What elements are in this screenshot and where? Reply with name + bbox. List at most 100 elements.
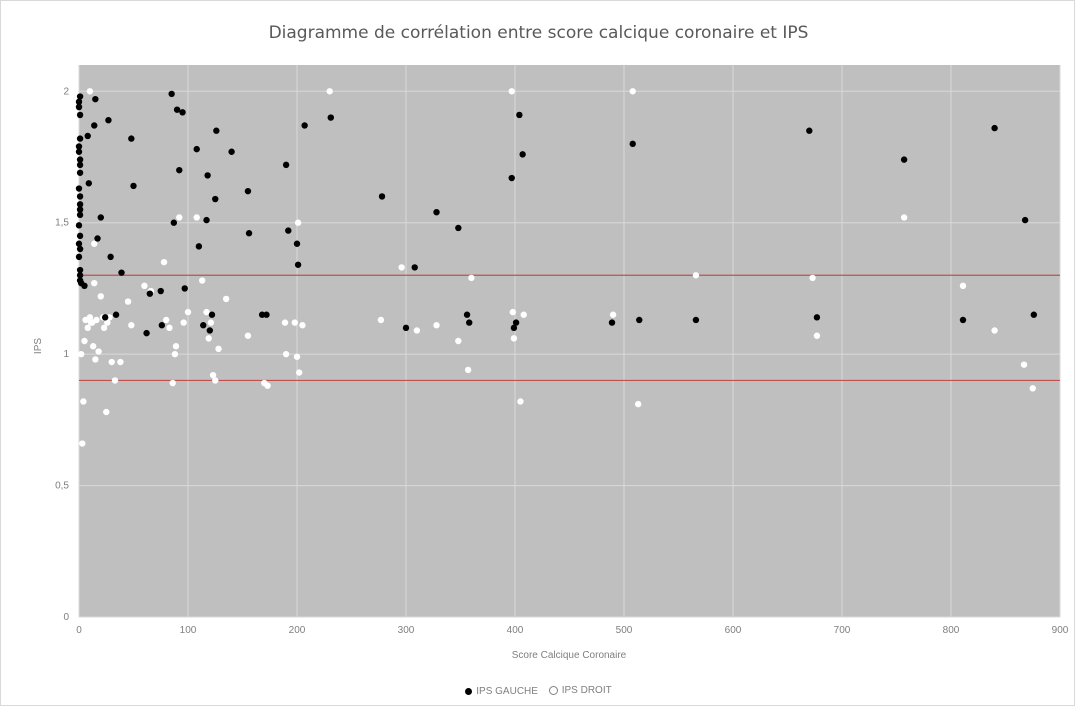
point-ips-droit [86,88,94,95]
point-ips-gauche [813,314,821,321]
point-ips-gauche [91,122,98,129]
point-ips-gauche [508,174,515,182]
point-ips-gauche [107,253,114,261]
point-ips-gauche [101,314,109,321]
point-ips-gauche [76,206,84,213]
point-ips-droit [509,308,517,316]
point-ips-droit [89,343,97,350]
point-ips-gauche [636,316,643,324]
point-ips-gauche [75,253,83,261]
data-points [75,88,1038,447]
point-ips-droit [81,337,88,345]
point-ips-droit [398,264,405,271]
point-ips-gauche [411,264,418,271]
point-ips-droit [282,350,290,358]
point-ips-gauche [75,143,83,150]
point-ips-gauche [463,311,471,318]
point-ips-gauche [181,285,188,292]
plot-area [79,65,1060,617]
point-ips-gauche [263,311,270,318]
point-ips-droit [124,298,132,305]
x-tick-label: 500 [616,625,633,636]
point-ips-gauche [466,319,473,326]
point-ips-gauche [244,187,252,195]
point-ips-droit [1020,361,1028,368]
point-ips-droit [629,88,636,95]
point-ips-droit [299,322,306,329]
point-ips-droit [209,371,217,379]
point-ips-gauche [245,230,253,237]
point-ips-gauche [212,195,219,203]
point-ips-gauche [991,124,998,132]
point-ips-droit [634,400,642,408]
point-ips-gauche [208,311,216,318]
x-axis-title: Score Calcique Coronaire [512,650,627,661]
point-ips-gauche [692,316,700,324]
point-ips-droit [180,319,187,326]
point-ips-droit [464,366,472,374]
point-ips-gauche [76,169,84,176]
point-ips-droit [281,319,289,326]
point-ips-gauche [200,322,207,329]
point-ips-droit [205,335,212,342]
point-ips-gauche [158,322,166,329]
point-ips-gauche [327,114,334,121]
point-ips-gauche [85,180,93,187]
point-ips-droit [172,343,180,350]
y-tick-label: 1,5 [55,218,69,229]
x-tick-label: 0 [76,625,82,636]
point-ips-gauche [1021,216,1029,224]
point-ips-droit [692,272,700,279]
point-ips-droit [166,324,173,332]
point-ips-gauche [402,324,410,332]
point-ips-gauche [76,93,84,100]
point-ips-gauche [206,327,213,334]
point-ips-gauche [75,148,83,155]
point-ips-droit [326,88,333,95]
point-ips-gauche [157,287,164,295]
point-ips-gauche [512,319,520,326]
x-tick-label: 100 [180,625,197,636]
point-ips-droit [244,332,252,339]
point-ips-gauche [378,193,386,200]
point-ips-droit [295,369,303,376]
point-ips-gauche [170,219,178,226]
point-ips-gauche [173,106,181,113]
point-ips-droit [100,324,108,332]
point-ips-gauche [76,156,84,163]
point-ips-droit [294,219,302,226]
point-ips-gauche [608,319,616,326]
point-ips-droit [900,214,908,221]
point-ips-gauche [228,148,235,155]
point-ips-droit [91,240,98,247]
legend: IPS GAUCHE IPS DROIT [1,685,1075,698]
point-ips-droit [991,327,998,334]
point-ips-gauche [84,132,91,140]
point-ips-gauche [76,111,84,119]
point-ips-gauche [76,135,84,142]
point-ips-gauche [112,311,120,318]
point-ips-droit [468,274,475,282]
x-tick-label: 200 [289,625,306,636]
point-ips-gauche [76,245,84,253]
point-ips-gauche [959,316,967,324]
point-ips-gauche [193,145,200,153]
point-ips-gauche [75,103,83,111]
x-tick-label: 300 [398,625,415,636]
reference-lines [79,274,1060,382]
point-ips-gauche [118,269,125,276]
point-ips-gauche [213,127,220,134]
point-ips-gauche [293,240,301,247]
point-ips-droit [433,322,440,329]
point-ips-droit [80,398,87,405]
tick-labels: 0 100 200 300 400 500 600 700 800 900 0 0,5 1 1,5 2 [55,86,1069,636]
point-ips-gauche [76,232,84,240]
point-ips-gauche [510,324,518,332]
point-ips-droit [95,348,102,355]
point-ips-gauche [168,90,175,98]
point-ips-droit [193,214,200,221]
point-ips-droit [198,277,206,284]
point-ips-droit [520,311,527,318]
point-ips-droit [169,379,176,387]
